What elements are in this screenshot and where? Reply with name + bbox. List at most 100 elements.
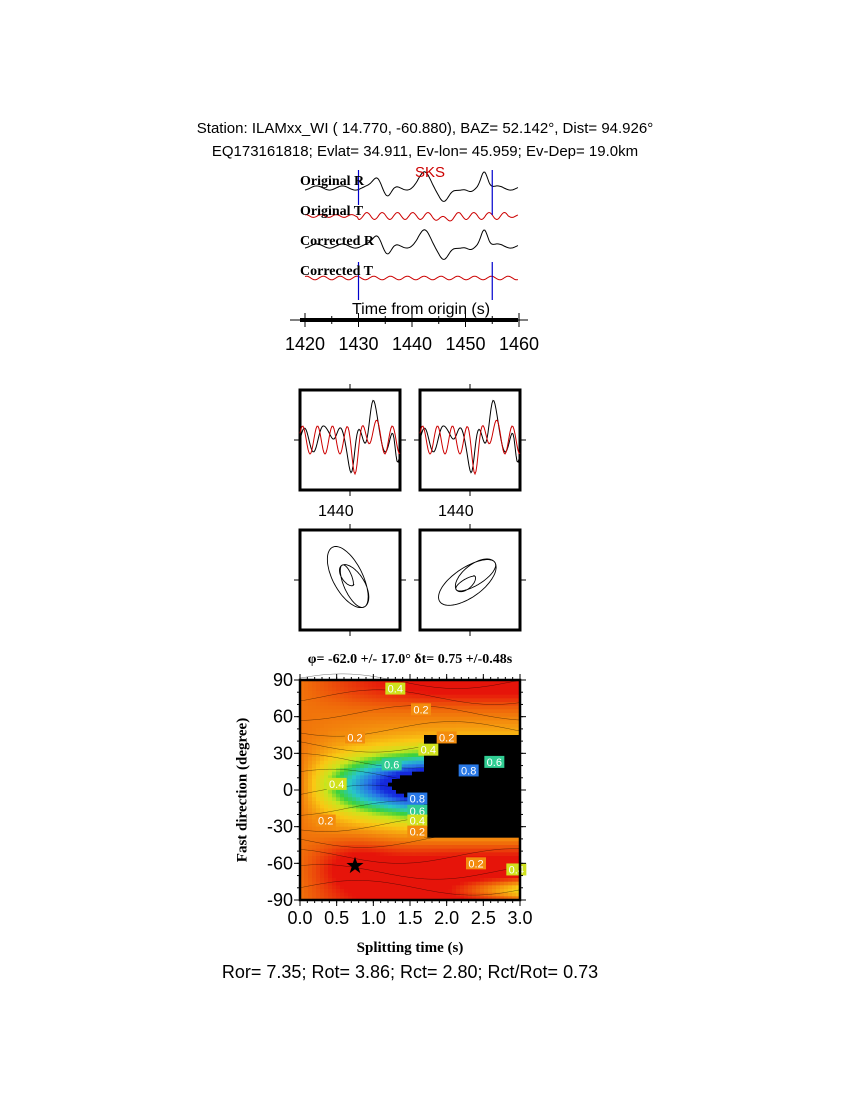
heatmap-cell (476, 793, 481, 798)
heatmap-cell (460, 790, 465, 795)
heatmap-cell (332, 694, 337, 699)
heatmap-cell (304, 683, 309, 688)
heatmap-cell (408, 764, 413, 769)
heatmap-cell (324, 848, 329, 853)
x-tick-label: 2.0 (434, 908, 459, 928)
heatmap-cell (360, 757, 365, 762)
heatmap-cell (492, 716, 497, 721)
heatmap-cell (396, 698, 401, 703)
heatmap-cell (336, 801, 341, 806)
heatmap-cell (376, 702, 381, 707)
heatmap-cell (488, 691, 493, 696)
heatmap-cell (456, 830, 461, 835)
heatmap-cell (500, 852, 505, 857)
heatmap-cell (312, 837, 317, 842)
heatmap-cell (500, 790, 505, 795)
heatmap-cell (496, 826, 501, 831)
heatmap-cell (504, 878, 509, 883)
heatmap-cell (360, 892, 365, 897)
time-tick-label: 1420 (285, 334, 325, 354)
heatmap-cell (432, 702, 437, 707)
heatmap-cell (308, 760, 313, 765)
heatmap-cell (436, 724, 441, 729)
heatmap-cell (308, 746, 313, 751)
heatmap-cell (372, 815, 377, 820)
heatmap-cell (312, 687, 317, 692)
heatmap-cell (360, 841, 365, 846)
heatmap-cell (384, 812, 389, 817)
heatmap-cell (312, 782, 317, 787)
heatmap-cell (344, 837, 349, 842)
heatmap-cell (516, 724, 521, 729)
heatmap-cell (372, 837, 377, 842)
heatmap-cell (348, 823, 353, 828)
heatmap-cell (448, 892, 453, 897)
contour-line (299, 721, 521, 737)
heatmap-cell (440, 841, 445, 846)
heatmap-cell (404, 705, 409, 710)
heatmap-cell (324, 892, 329, 897)
heatmap-cell (368, 815, 373, 820)
heatmap-cell (444, 874, 449, 879)
heatmap-cell (512, 779, 517, 784)
heatmap-cell (308, 757, 313, 762)
heatmap-cell (416, 698, 421, 703)
heatmap-cell (328, 808, 333, 813)
heatmap-cell (320, 764, 325, 769)
heatmap-cell (344, 793, 349, 798)
heatmap-cell (380, 797, 385, 802)
heatmap-cell (436, 709, 441, 714)
heatmap-cell (336, 731, 341, 736)
heatmap-cell (408, 698, 413, 703)
heatmap-cell (388, 735, 393, 740)
heatmap-cell (468, 735, 473, 740)
heatmap-cell (348, 801, 353, 806)
heatmap-cell (344, 878, 349, 883)
heatmap-cell (500, 812, 505, 817)
heatmap-cell (444, 892, 449, 897)
heatmap-cell (304, 735, 309, 740)
heatmap-cell (328, 753, 333, 758)
heatmap-cell (420, 738, 425, 743)
heatmap-cell (448, 801, 453, 806)
heatmap-cell (464, 804, 469, 809)
heatmap-cell (308, 870, 313, 875)
heatmap-cell (440, 808, 445, 813)
heatmap-cell (360, 764, 365, 769)
heatmap-cell (388, 709, 393, 714)
heatmap-cell (312, 819, 317, 824)
heatmap-cell (460, 793, 465, 798)
heatmap-cell (460, 687, 465, 692)
heatmap-cell (480, 790, 485, 795)
contour-label-box (411, 703, 431, 716)
heatmap-cell (428, 852, 433, 857)
heatmap-cell (424, 724, 429, 729)
heatmap-cell (384, 859, 389, 864)
heatmap-cell (488, 771, 493, 776)
heatmap-cell (364, 889, 369, 894)
heatmap-cell (356, 852, 361, 857)
heatmap-cell (408, 852, 413, 857)
heatmap-cell (512, 845, 517, 850)
heatmap-cell (392, 856, 397, 861)
heatmap-cell (400, 757, 405, 762)
heatmap-cell (320, 885, 325, 890)
heatmap-cell (380, 852, 385, 857)
heatmap-cell (456, 790, 461, 795)
heatmap-cell (372, 793, 377, 798)
heatmap-cell (368, 797, 373, 802)
heatmap-cell (464, 815, 469, 820)
heatmap-cell (468, 709, 473, 714)
heatmap-cell (412, 837, 417, 842)
heatmap-cell (440, 768, 445, 773)
heatmap-cell (448, 848, 453, 853)
heatmap-cell (472, 830, 477, 835)
heatmap-cell (408, 859, 413, 864)
heatmap-cell (328, 771, 333, 776)
heatmap-cell (340, 889, 345, 894)
heatmap-cell (352, 694, 357, 699)
contour-label: 0.4 (329, 779, 344, 791)
heatmap-cell (328, 856, 333, 861)
heatmap-cell (352, 680, 357, 685)
heatmap-cell (340, 790, 345, 795)
